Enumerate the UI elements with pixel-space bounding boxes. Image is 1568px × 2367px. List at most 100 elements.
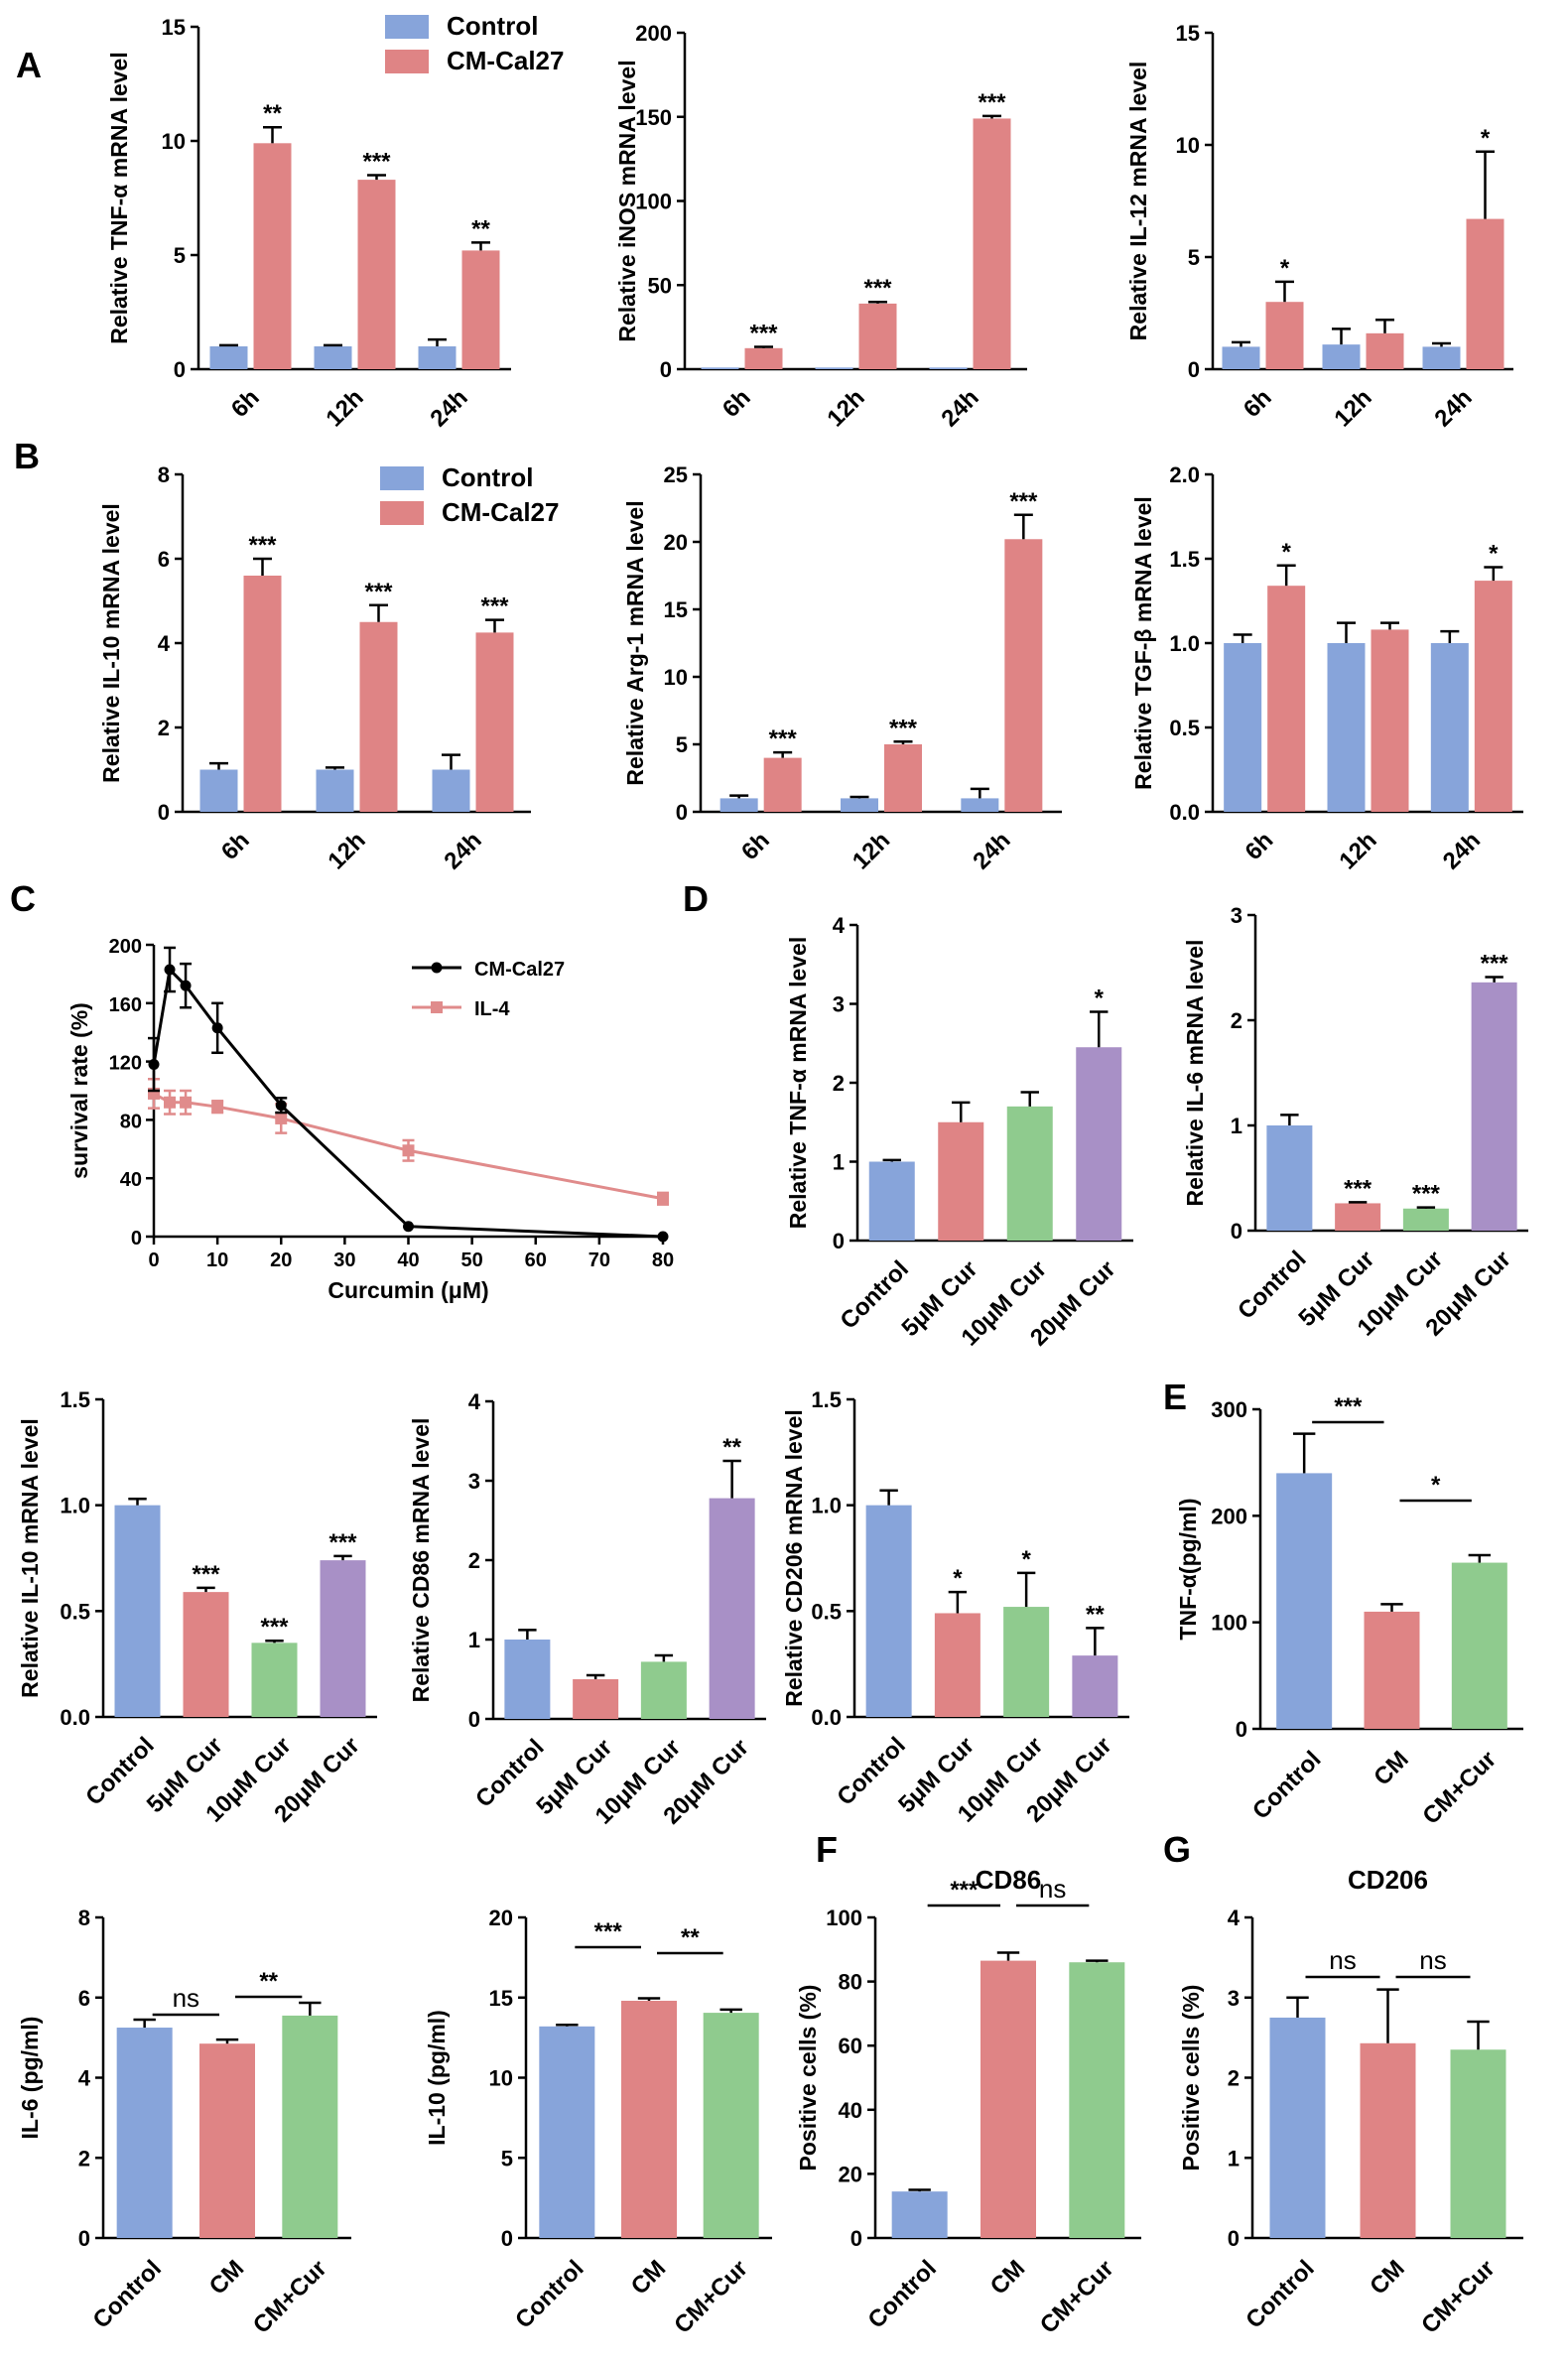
bar-Control-6h bbox=[701, 367, 739, 369]
x-tick-label: 24h bbox=[425, 384, 472, 432]
panel-letter-C: C bbox=[10, 878, 36, 919]
significance-mark: *** bbox=[192, 1561, 220, 1588]
bar-Control bbox=[114, 1505, 161, 1717]
bar-CM bbox=[1360, 2042, 1416, 2238]
bar-CM-Cal27-6h bbox=[1265, 302, 1304, 369]
data-point bbox=[148, 1059, 160, 1071]
bar-CM-Cal27-24h bbox=[461, 250, 500, 369]
x-tick-label: CM bbox=[985, 2255, 1030, 2300]
y-tick-label: 120 bbox=[109, 1053, 142, 1075]
bar-10μM Cur bbox=[251, 1643, 298, 1717]
bar-5μM Cur bbox=[938, 1121, 984, 1241]
legend-label: Control bbox=[442, 462, 533, 492]
x-tick-label: Control bbox=[1241, 2255, 1319, 2333]
bar-CM-Cal27-12h bbox=[858, 303, 897, 369]
data-point bbox=[164, 964, 176, 976]
bar-Control-24h bbox=[1422, 346, 1461, 369]
legend-A: Control CM-Cal27 bbox=[385, 11, 564, 75]
bar-CM+Cur bbox=[1450, 2049, 1506, 2238]
x-tick-label: 60 bbox=[525, 1249, 547, 1271]
x-tick-label: 12h bbox=[323, 827, 370, 874]
x-tick-label: 12h bbox=[1334, 827, 1381, 874]
significance-mark: *** bbox=[889, 715, 918, 741]
bar-CM-Cal27-24h bbox=[973, 118, 1011, 369]
y-tick-label: 200 bbox=[1211, 1504, 1247, 1528]
bar-Control-12h bbox=[815, 367, 853, 369]
y-tick-label: 100 bbox=[1211, 1611, 1247, 1636]
y-tick-label: 15 bbox=[489, 1986, 513, 2011]
x-tick-label: CM bbox=[626, 2255, 671, 2300]
y-tick-label: 160 bbox=[109, 994, 142, 1016]
panel-letter-G: G bbox=[1163, 1829, 1191, 1870]
y-tick-label: 15 bbox=[162, 15, 186, 40]
y-tick-label: 0 bbox=[78, 2226, 90, 2251]
y-tick-label: 4 bbox=[833, 913, 846, 938]
panel-letter-F: F bbox=[816, 1829, 838, 1870]
bracket-label: *** bbox=[950, 1877, 979, 1904]
y-tick-label: 0 bbox=[501, 2226, 513, 2251]
y-tick-label: 100 bbox=[826, 1906, 862, 1930]
bar-Control-24h bbox=[432, 769, 470, 812]
bar-5μM Cur bbox=[934, 1613, 980, 1717]
y-tick-label: 10 bbox=[1176, 133, 1200, 158]
y-axis-label: survival rate (%) bbox=[66, 1002, 92, 1179]
data-point bbox=[657, 1192, 669, 1205]
x-tick-label: Control bbox=[1247, 1746, 1326, 1824]
x-tick-label: 12h bbox=[822, 384, 869, 432]
x-tick-label: 6h bbox=[1241, 827, 1279, 865]
x-tick-label: 80 bbox=[652, 1249, 674, 1271]
bar-10μM Cur bbox=[1003, 1607, 1050, 1717]
y-tick-label: 300 bbox=[1211, 1397, 1247, 1422]
significance-mark: *** bbox=[1009, 488, 1038, 515]
bar-Control bbox=[1266, 1125, 1313, 1231]
y-tick-label: 0.0 bbox=[811, 1705, 842, 1730]
significance-mark: * bbox=[1021, 1546, 1031, 1573]
y-tick-label: 1.5 bbox=[811, 1387, 842, 1412]
legend-label: CM-Cal27 bbox=[474, 959, 565, 981]
y-tick-label: 3 bbox=[833, 992, 845, 1017]
x-tick-label: 6h bbox=[216, 827, 255, 865]
bar-CM-Cal27-12h bbox=[359, 621, 398, 812]
bar-CM-Cal27-6h bbox=[253, 143, 292, 369]
bracket-label: ** bbox=[681, 1924, 700, 1951]
y-tick-label: 6 bbox=[158, 547, 170, 572]
y-axis-label: TNF-α(pg/ml) bbox=[1175, 1498, 1201, 1640]
bar-CM-Cal27-24h bbox=[1474, 581, 1512, 812]
y-tick-label: 25 bbox=[664, 462, 688, 487]
bar-CM-Cal27-12h bbox=[1366, 332, 1404, 369]
data-point bbox=[180, 1096, 193, 1109]
y-tick-label: 2 bbox=[468, 1548, 480, 1573]
y-axis-label: Relative IL-12 mRNA level bbox=[1125, 62, 1151, 341]
y-axis-label: Relative IL-6 mRNA level bbox=[1182, 940, 1208, 1207]
y-tick-label: 0 bbox=[158, 800, 170, 825]
y-tick-label: 20 bbox=[489, 1906, 513, 1930]
x-tick-label: 0 bbox=[148, 1249, 159, 1271]
legend-label: IL-4 bbox=[474, 998, 510, 1020]
x-tick-label: 24h bbox=[936, 384, 983, 432]
bar-Control-6h bbox=[719, 798, 758, 812]
y-tick-label: 6 bbox=[78, 1986, 90, 2011]
y-tick-label: 1.0 bbox=[60, 1494, 90, 1518]
bar-CM-Cal27-12h bbox=[357, 180, 396, 369]
significance-mark: ** bbox=[1086, 1601, 1105, 1628]
significance-mark: * bbox=[953, 1565, 963, 1592]
bar-CM-Cal27-6h bbox=[744, 347, 783, 369]
series-line-CM-Cal27 bbox=[152, 966, 664, 1239]
chart-B1: 0 2 4 6 8 Relative IL-10 mRNA level *** 6h *** 12… bbox=[98, 462, 531, 874]
data-point bbox=[211, 1101, 224, 1114]
x-tick-label: 6h bbox=[718, 384, 756, 423]
chart-title: CD86 bbox=[976, 1865, 1041, 1895]
y-tick-label: 40 bbox=[839, 2098, 862, 2123]
y-tick-label: 0 bbox=[850, 2226, 862, 2251]
x-tick-label: 24h bbox=[1429, 384, 1477, 432]
y-tick-label: 80 bbox=[120, 1111, 142, 1132]
y-axis-label: Relative TGF-β mRNA level bbox=[1130, 496, 1156, 790]
bar-20μM Cur bbox=[1076, 1047, 1122, 1241]
x-tick-label: 6h bbox=[226, 384, 265, 423]
y-tick-label: 20 bbox=[664, 530, 688, 555]
y-tick-label: 50 bbox=[648, 273, 672, 298]
y-tick-label: 8 bbox=[78, 1906, 90, 1930]
